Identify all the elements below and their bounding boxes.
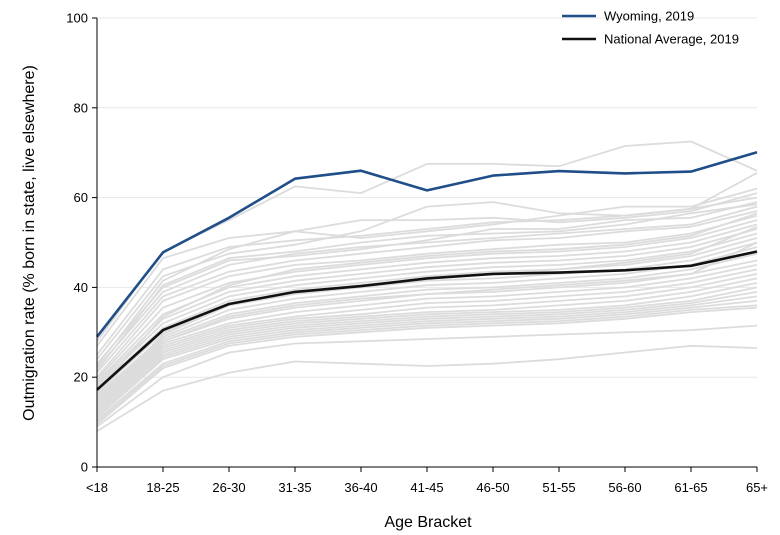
state-series-line <box>96 268 758 405</box>
state-series-line <box>96 210 758 374</box>
state-series-line <box>96 295 758 419</box>
state-series-line <box>96 241 758 414</box>
y-tick-label: 100 <box>66 11 88 26</box>
state-series-line <box>96 304 758 423</box>
y-tick-label: 20 <box>74 370 88 385</box>
state-series-line <box>96 286 758 414</box>
state-series-line <box>96 291 758 417</box>
highlight-series-lines <box>95 151 758 391</box>
y-tick-labels: 0 20 40 60 80 100 <box>66 11 97 475</box>
x-tick-label: 36-40 <box>344 480 377 495</box>
state-series-line <box>96 187 758 347</box>
state-series-line <box>96 203 758 372</box>
legend: Wyoming, 2019 National Average, 2019 <box>562 9 739 47</box>
state-series-line <box>96 306 758 425</box>
x-axis-title: Age Bracket <box>384 514 472 531</box>
y-axis-title: Outmigration rate (% born in state, live… <box>21 65 38 421</box>
state-series-line <box>96 252 758 399</box>
y-tick-label: 60 <box>74 190 88 205</box>
state-series-line <box>96 277 758 410</box>
x-tick-label: <18 <box>86 480 108 495</box>
state-series-line <box>96 205 758 369</box>
y-tick-label: 0 <box>81 460 88 475</box>
x-tick-label: 51-55 <box>542 480 575 495</box>
state-series-line <box>96 344 758 432</box>
state-series-line <box>96 228 758 385</box>
x-tick-label: 41-45 <box>410 480 443 495</box>
legend-label: National Average, 2019 <box>604 32 739 47</box>
state-series-line <box>96 282 758 412</box>
legend-label: Wyoming, 2019 <box>604 9 694 24</box>
y-tick-label: 80 <box>74 100 88 115</box>
x-tick-label: 46-50 <box>476 480 509 495</box>
x-tick-label: 56-60 <box>608 480 641 495</box>
state-series-line <box>96 232 758 387</box>
state-series-line <box>96 212 758 392</box>
state-series-line <box>96 192 758 367</box>
highlight-series-line <box>95 151 758 338</box>
state-series-line <box>96 273 758 408</box>
background-series-lines <box>96 140 758 432</box>
x-tick-label: 26-30 <box>212 480 245 495</box>
x-tick-label: 65+ <box>746 480 768 495</box>
state-series-line <box>96 246 758 396</box>
x-tick-label: 18-25 <box>146 480 179 495</box>
state-series-line <box>96 214 758 378</box>
state-series-line <box>96 237 758 390</box>
state-series-line <box>96 324 758 428</box>
state-series-line <box>96 172 758 360</box>
x-tick-label: 61-65 <box>674 480 707 495</box>
state-series-line <box>96 264 758 403</box>
x-tick-labels: <18 18-25 26-30 31-35 36-40 41-45 46-50 51-55 56… <box>86 467 768 495</box>
grid-lines <box>97 17 757 378</box>
state-series-line <box>96 201 758 365</box>
x-tick-label: 31-35 <box>278 480 311 495</box>
state-series-line <box>96 219 758 381</box>
highlight-series-line <box>96 250 758 391</box>
y-tick-label: 40 <box>74 280 88 295</box>
state-series-line <box>96 300 758 421</box>
